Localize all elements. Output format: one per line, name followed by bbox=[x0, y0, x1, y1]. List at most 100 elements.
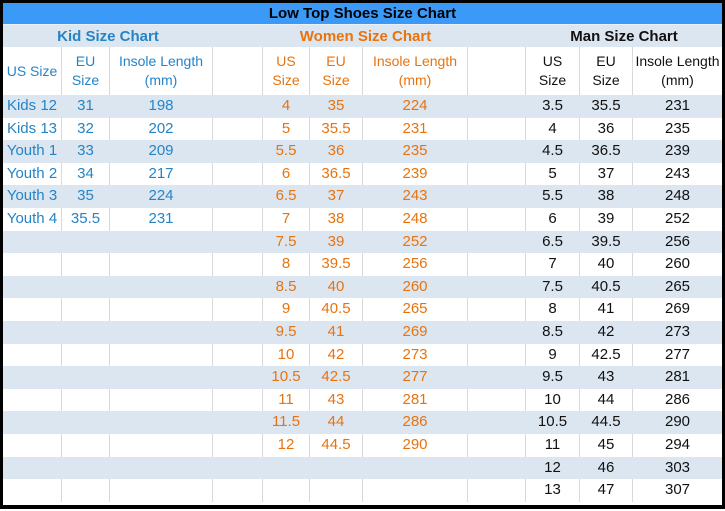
table-row: 11 43 281 10 44 286 bbox=[3, 388, 722, 412]
table-cell: 11.5 bbox=[263, 411, 310, 434]
table-row: 12 44.5 290 11 45 294 bbox=[3, 433, 722, 457]
table-cell: 42 bbox=[580, 320, 633, 344]
table-row: 10.5 42.5 277 9.5 43 281 bbox=[3, 366, 722, 389]
table-row: 11.5 44 286 10.5 44.5 290 bbox=[3, 411, 722, 434]
table-cell: 303 bbox=[633, 456, 722, 480]
table-cell bbox=[110, 411, 213, 434]
table-cell: 37 bbox=[580, 162, 633, 186]
table-cell bbox=[62, 230, 110, 254]
spacer-cell bbox=[213, 366, 263, 389]
header-cell-man-1: EU Size bbox=[580, 47, 633, 95]
table-cell: 248 bbox=[633, 185, 722, 208]
table-cell: 43 bbox=[580, 366, 633, 389]
spacer-cell bbox=[468, 298, 526, 321]
table-cell bbox=[263, 479, 310, 502]
table-cell: 9 bbox=[526, 343, 580, 367]
table-cell: 294 bbox=[664, 435, 691, 453]
spacer-cell bbox=[468, 117, 526, 141]
table-cell: 36.5 bbox=[580, 140, 633, 163]
spacer-cell bbox=[213, 275, 263, 299]
table-cell: 43 bbox=[310, 388, 363, 412]
spacer-cell bbox=[213, 433, 263, 457]
table-cell bbox=[3, 411, 62, 434]
table-cell: 39.5 bbox=[580, 230, 633, 254]
table-cell: 9.5 bbox=[526, 366, 580, 389]
table-cell bbox=[110, 479, 213, 502]
table-cell: 10 bbox=[263, 343, 310, 367]
spacer-cell bbox=[213, 230, 263, 254]
table-cell: 277 bbox=[363, 366, 468, 389]
table-cell: 10.5 bbox=[263, 366, 310, 389]
table-cell bbox=[363, 479, 468, 502]
table-cell bbox=[3, 275, 62, 299]
table-cell: 42.5 bbox=[580, 343, 633, 367]
table-cell: 260 bbox=[664, 255, 691, 273]
table-cell bbox=[363, 456, 468, 480]
spacer-cell bbox=[468, 140, 526, 163]
table-cell bbox=[3, 456, 62, 480]
table-row: Youth 2 34 217 6 36.5 239 5 37 243 bbox=[3, 162, 722, 186]
table-cell: Youth 4 bbox=[3, 207, 62, 231]
table-cell: 13 bbox=[526, 479, 580, 502]
spacer-cell bbox=[468, 479, 526, 502]
table-cell bbox=[62, 479, 110, 502]
table-cell: 9 bbox=[263, 298, 310, 321]
table-cell: 45 bbox=[580, 433, 633, 457]
table-cell: 269 bbox=[363, 320, 468, 344]
table-cell: 260 bbox=[363, 275, 468, 299]
spacer-cell bbox=[213, 162, 263, 186]
table-cell: 6.5 bbox=[526, 230, 580, 254]
table-cell: 198 bbox=[110, 95, 213, 118]
table-cell: 286 bbox=[363, 411, 468, 434]
table-cell: 7.5 bbox=[526, 275, 580, 299]
table-cell: 42.5 bbox=[310, 366, 363, 389]
table-cell: 12 bbox=[263, 433, 310, 457]
table-cell bbox=[3, 230, 62, 254]
table-cell bbox=[3, 298, 62, 321]
spacer-cell bbox=[213, 343, 263, 367]
table-cell: 44.5 bbox=[580, 411, 633, 434]
header-cell-kid-1: EU Size bbox=[62, 47, 110, 95]
spacer-cell bbox=[468, 162, 526, 186]
table-cell: 41 bbox=[580, 298, 633, 321]
section-header-row: Kid Size Chart Women Size Chart Man Size… bbox=[3, 25, 722, 47]
table-cell: 40.5 bbox=[580, 275, 633, 299]
table-cell bbox=[110, 230, 213, 254]
table-cell: 47 bbox=[580, 479, 633, 502]
table-cell: 7 bbox=[526, 253, 580, 276]
table-row: 9.5 41 269 8.5 42 273 bbox=[3, 320, 722, 344]
table-cell: 41 bbox=[310, 320, 363, 344]
table-cell: 38 bbox=[310, 207, 363, 231]
table-cell: 5 bbox=[526, 162, 580, 186]
spacer-cell bbox=[213, 140, 263, 163]
table-row: Kids 12 31 198 4 35 224 3.5 35.5 231 bbox=[3, 95, 722, 118]
table-cell: 235 bbox=[363, 140, 468, 163]
spacer-cell bbox=[468, 388, 526, 412]
table-cell: 9.5 bbox=[263, 320, 310, 344]
table-cell: 5 bbox=[263, 117, 310, 141]
table-cell: 256 bbox=[363, 253, 468, 276]
table-cell: Youth 1 bbox=[3, 140, 62, 163]
table-cell: 290 bbox=[633, 411, 722, 434]
table-cell: 44.5 bbox=[310, 433, 363, 457]
section-title-man: Man Size Chart bbox=[570, 27, 678, 45]
table-row: 9 40.5 265 8 41 269 bbox=[3, 298, 722, 321]
table-cell: 281 bbox=[633, 366, 722, 389]
table-cell: 11 bbox=[263, 388, 310, 412]
table-row: 8.5 40 260 7.5 40.5 265 bbox=[3, 275, 722, 299]
spacer-cell bbox=[468, 343, 526, 367]
table-cell: 4 bbox=[526, 117, 580, 141]
table-cell: 273 bbox=[363, 343, 468, 367]
table-body: Kids 12 31 198 4 35 224 3.5 35.5 231 Kids 13 32 202… bbox=[3, 95, 722, 502]
table-cell: 42 bbox=[310, 343, 363, 367]
table-row: 8 39.5 256 7 40 260 bbox=[3, 253, 722, 276]
table-cell: 37 bbox=[310, 185, 363, 208]
table-cell: 40 bbox=[310, 275, 363, 299]
table-cell: 231 bbox=[363, 117, 468, 141]
table-cell: 6 bbox=[526, 207, 580, 231]
section-title-kid: Kid Size Chart bbox=[57, 27, 159, 45]
spacer-cell bbox=[213, 411, 263, 434]
table-cell: Youth 2 bbox=[3, 162, 62, 186]
table-cell bbox=[62, 411, 110, 434]
